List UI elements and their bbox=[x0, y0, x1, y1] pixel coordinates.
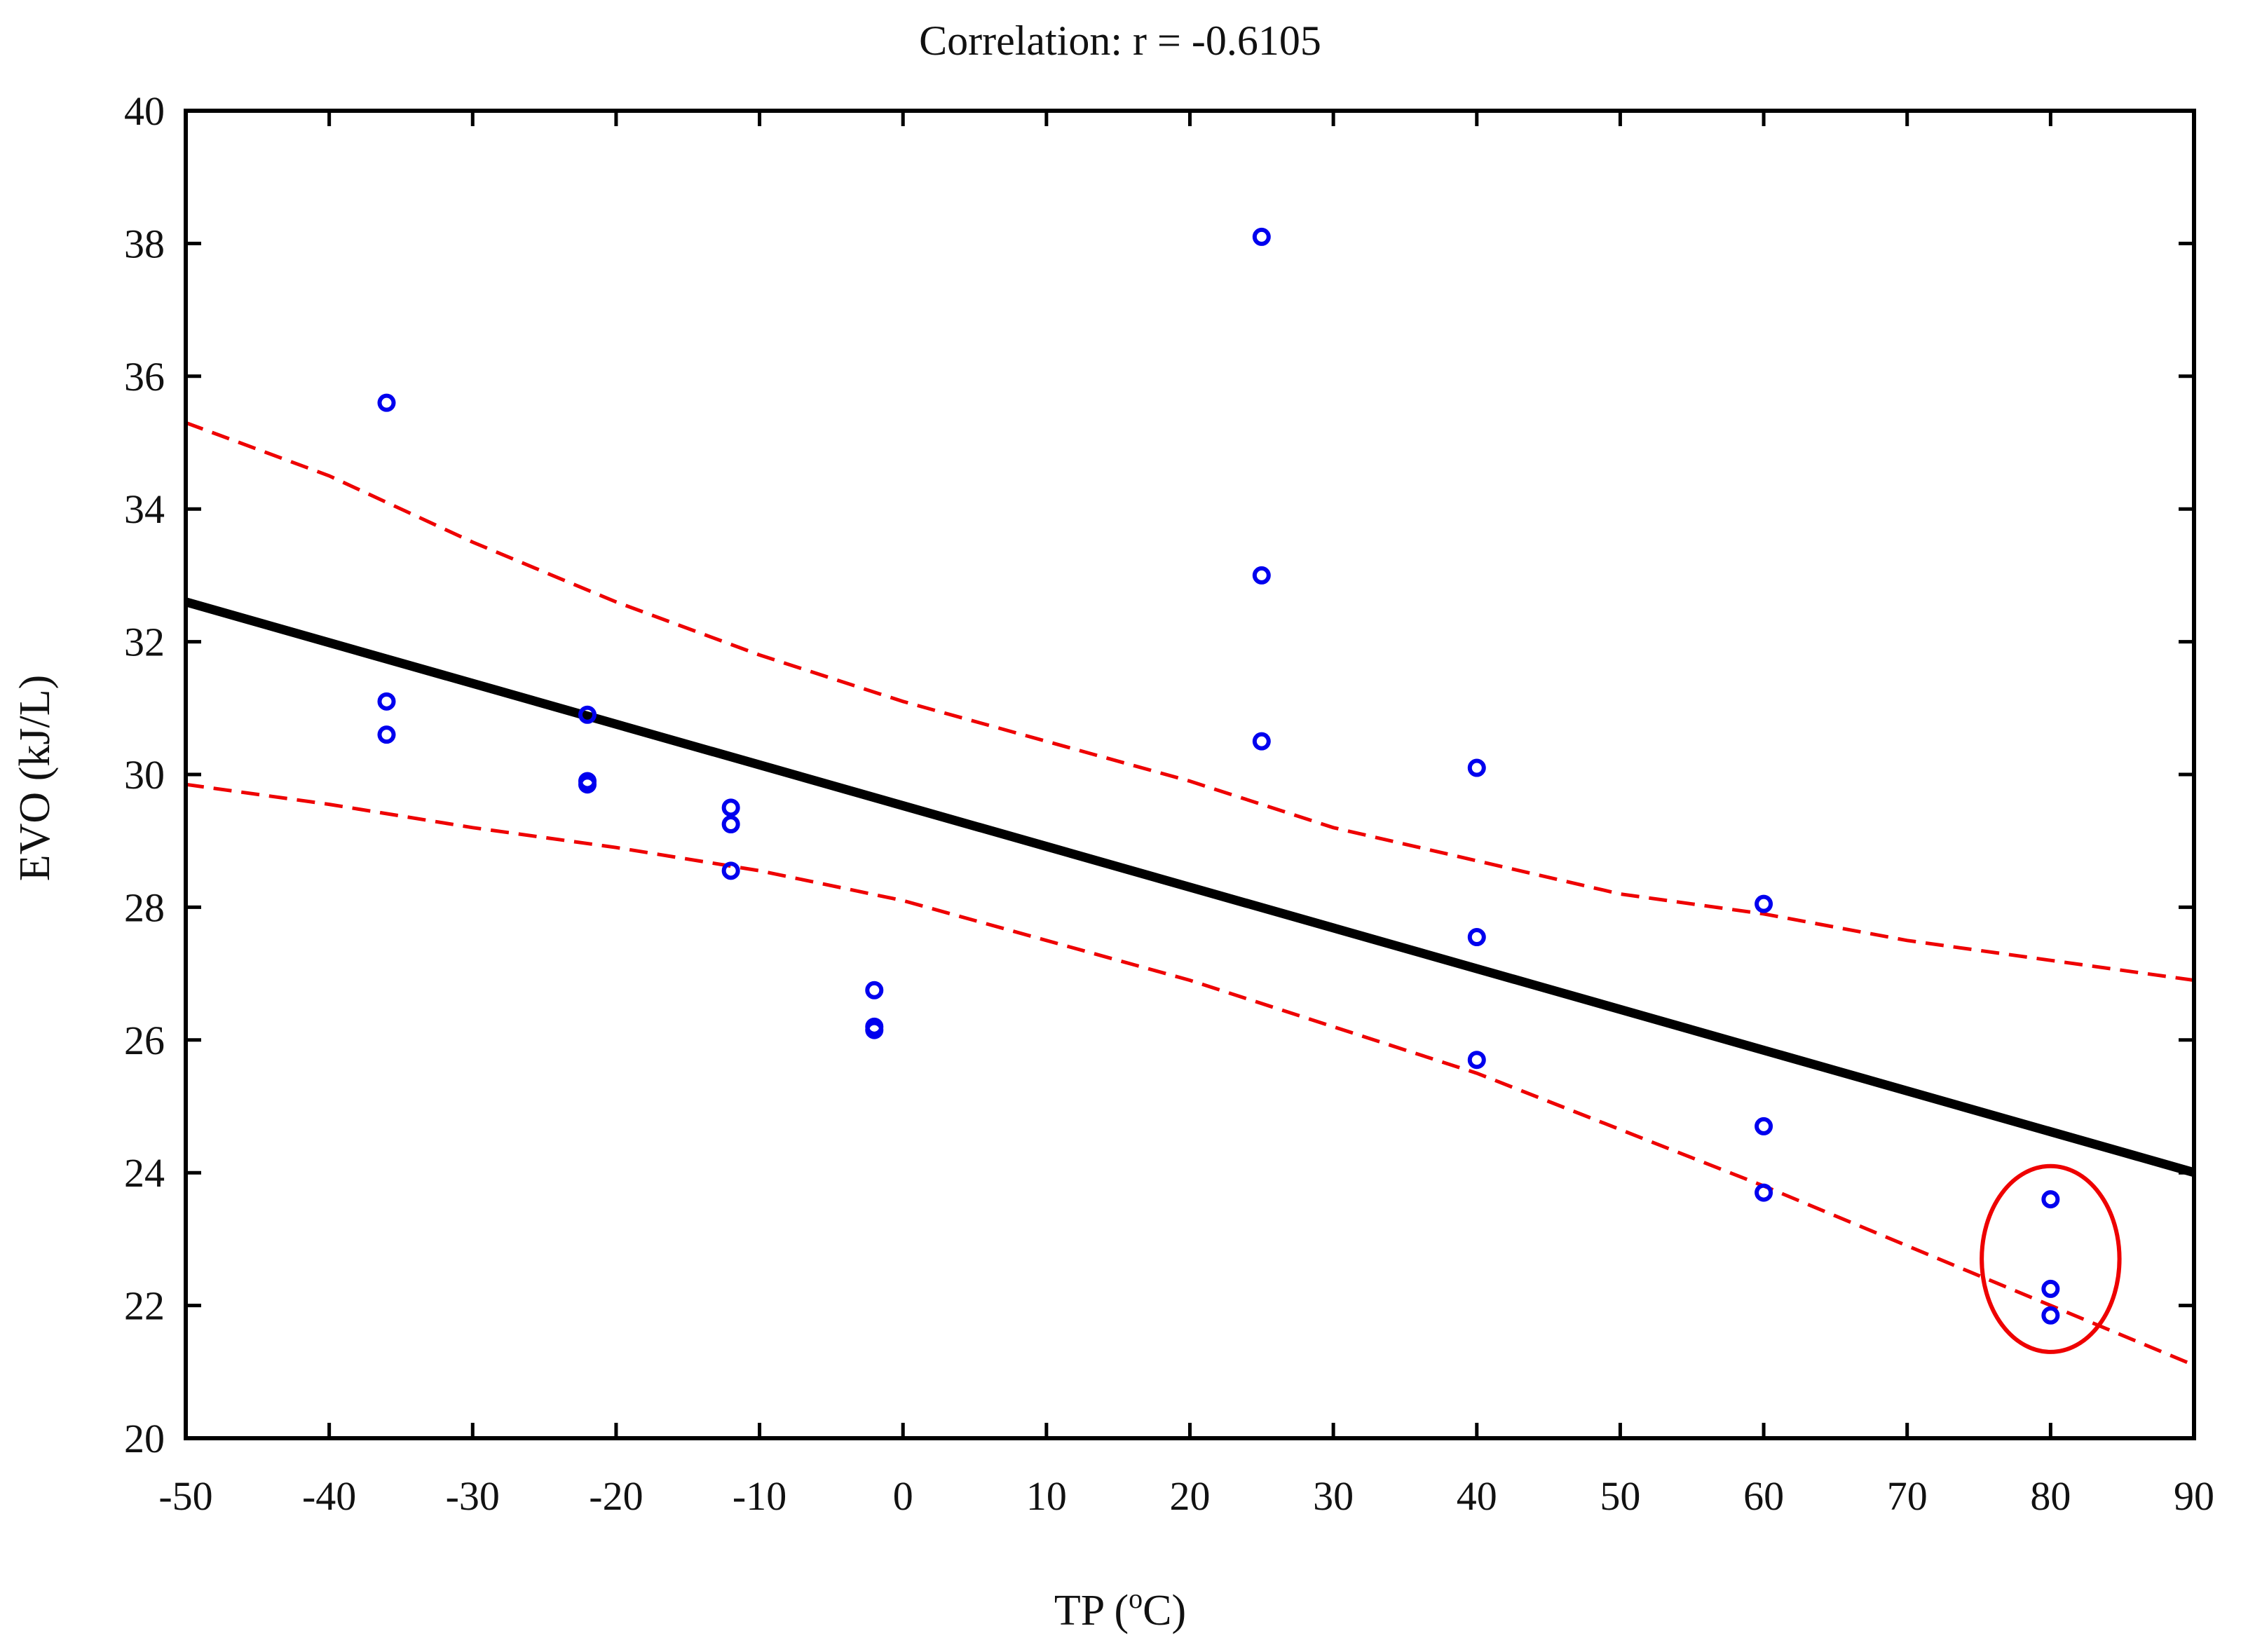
x-axis-title-suffix: C) bbox=[1143, 1587, 1186, 1634]
x-tick-label: 50 bbox=[1600, 1473, 1640, 1519]
x-tick-label: -20 bbox=[589, 1473, 643, 1519]
regression-line-group bbox=[184, 597, 2195, 1177]
y-tick-label: 20 bbox=[124, 1416, 165, 1461]
data-point bbox=[721, 861, 740, 880]
x-axis-title: TP (oC) bbox=[1054, 1583, 1186, 1634]
x-axis-title-sup: o bbox=[1129, 1583, 1143, 1614]
plot-frame bbox=[184, 109, 2196, 1440]
y-tick-label: 22 bbox=[124, 1283, 165, 1329]
data-point bbox=[578, 705, 597, 724]
x-tick-label: -30 bbox=[446, 1473, 500, 1519]
confidence-upper-line bbox=[185, 421, 2195, 983]
y-tick-label: 24 bbox=[124, 1150, 165, 1196]
data-point bbox=[1252, 227, 1271, 246]
x-tick-label: 70 bbox=[1887, 1473, 1928, 1519]
data-point bbox=[1467, 1051, 1486, 1070]
x-tick-label: 40 bbox=[1457, 1473, 1497, 1519]
x-tick-label: 60 bbox=[1743, 1473, 1784, 1519]
data-point bbox=[1755, 1117, 1773, 1135]
data-point bbox=[578, 775, 597, 794]
x-axis-title-main: TP ( bbox=[1054, 1587, 1129, 1634]
y-tick-label: 40 bbox=[124, 88, 165, 134]
x-tick-label: 10 bbox=[1026, 1473, 1067, 1519]
data-point bbox=[865, 981, 884, 999]
x-axis-tick-labels: -50 -40 -30 -20 -10 0 10 20 30 40 50 60 70 80 90 bbox=[158, 1473, 2214, 1519]
x-tick-label: -40 bbox=[302, 1473, 356, 1519]
data-point bbox=[865, 1020, 884, 1039]
confidence-band bbox=[185, 421, 2195, 1367]
x-tick-label: -50 bbox=[158, 1473, 212, 1519]
data-point bbox=[721, 815, 740, 834]
data-point bbox=[1755, 894, 1773, 913]
confidence-lower-line bbox=[185, 782, 2195, 1367]
chart-title: Correlation: r = -0.6105 bbox=[919, 18, 1321, 64]
x-tick-label: 80 bbox=[2030, 1473, 2071, 1519]
data-point bbox=[377, 725, 396, 744]
x-tick-label: 20 bbox=[1170, 1473, 1211, 1519]
y-tick-label: 28 bbox=[124, 885, 165, 930]
y-axis-tick-labels: 20 22 24 26 28 30 32 34 36 38 40 bbox=[124, 88, 165, 1461]
axis-ticks bbox=[184, 109, 2196, 1440]
highlight-ellipse bbox=[1980, 1163, 2122, 1354]
y-tick-label: 34 bbox=[124, 486, 165, 532]
data-point bbox=[1467, 758, 1486, 777]
regression-line bbox=[184, 597, 2195, 1177]
x-tick-label: 30 bbox=[1313, 1473, 1354, 1519]
highlight-group bbox=[1980, 1163, 2122, 1354]
data-point bbox=[377, 393, 396, 412]
data-point bbox=[2041, 1306, 2060, 1325]
x-tick-label: -10 bbox=[733, 1473, 786, 1519]
y-tick-label: 36 bbox=[124, 354, 165, 400]
data-point bbox=[1467, 928, 1486, 947]
data-point bbox=[2041, 1190, 2060, 1209]
x-tick-label: 0 bbox=[893, 1473, 913, 1519]
data-point bbox=[2041, 1279, 2060, 1298]
y-axis-title: EVO (kJ/L) bbox=[11, 675, 59, 881]
data-points bbox=[377, 227, 2060, 1325]
data-point bbox=[1755, 1183, 1773, 1202]
data-point bbox=[1252, 732, 1271, 751]
y-tick-label: 32 bbox=[124, 620, 165, 665]
y-tick-label: 38 bbox=[124, 221, 165, 266]
y-tick-label: 30 bbox=[124, 752, 165, 798]
data-point bbox=[1252, 566, 1271, 585]
data-point bbox=[377, 692, 396, 711]
x-tick-label: 90 bbox=[2174, 1473, 2214, 1519]
data-point bbox=[721, 798, 740, 817]
y-tick-label: 26 bbox=[124, 1018, 165, 1063]
